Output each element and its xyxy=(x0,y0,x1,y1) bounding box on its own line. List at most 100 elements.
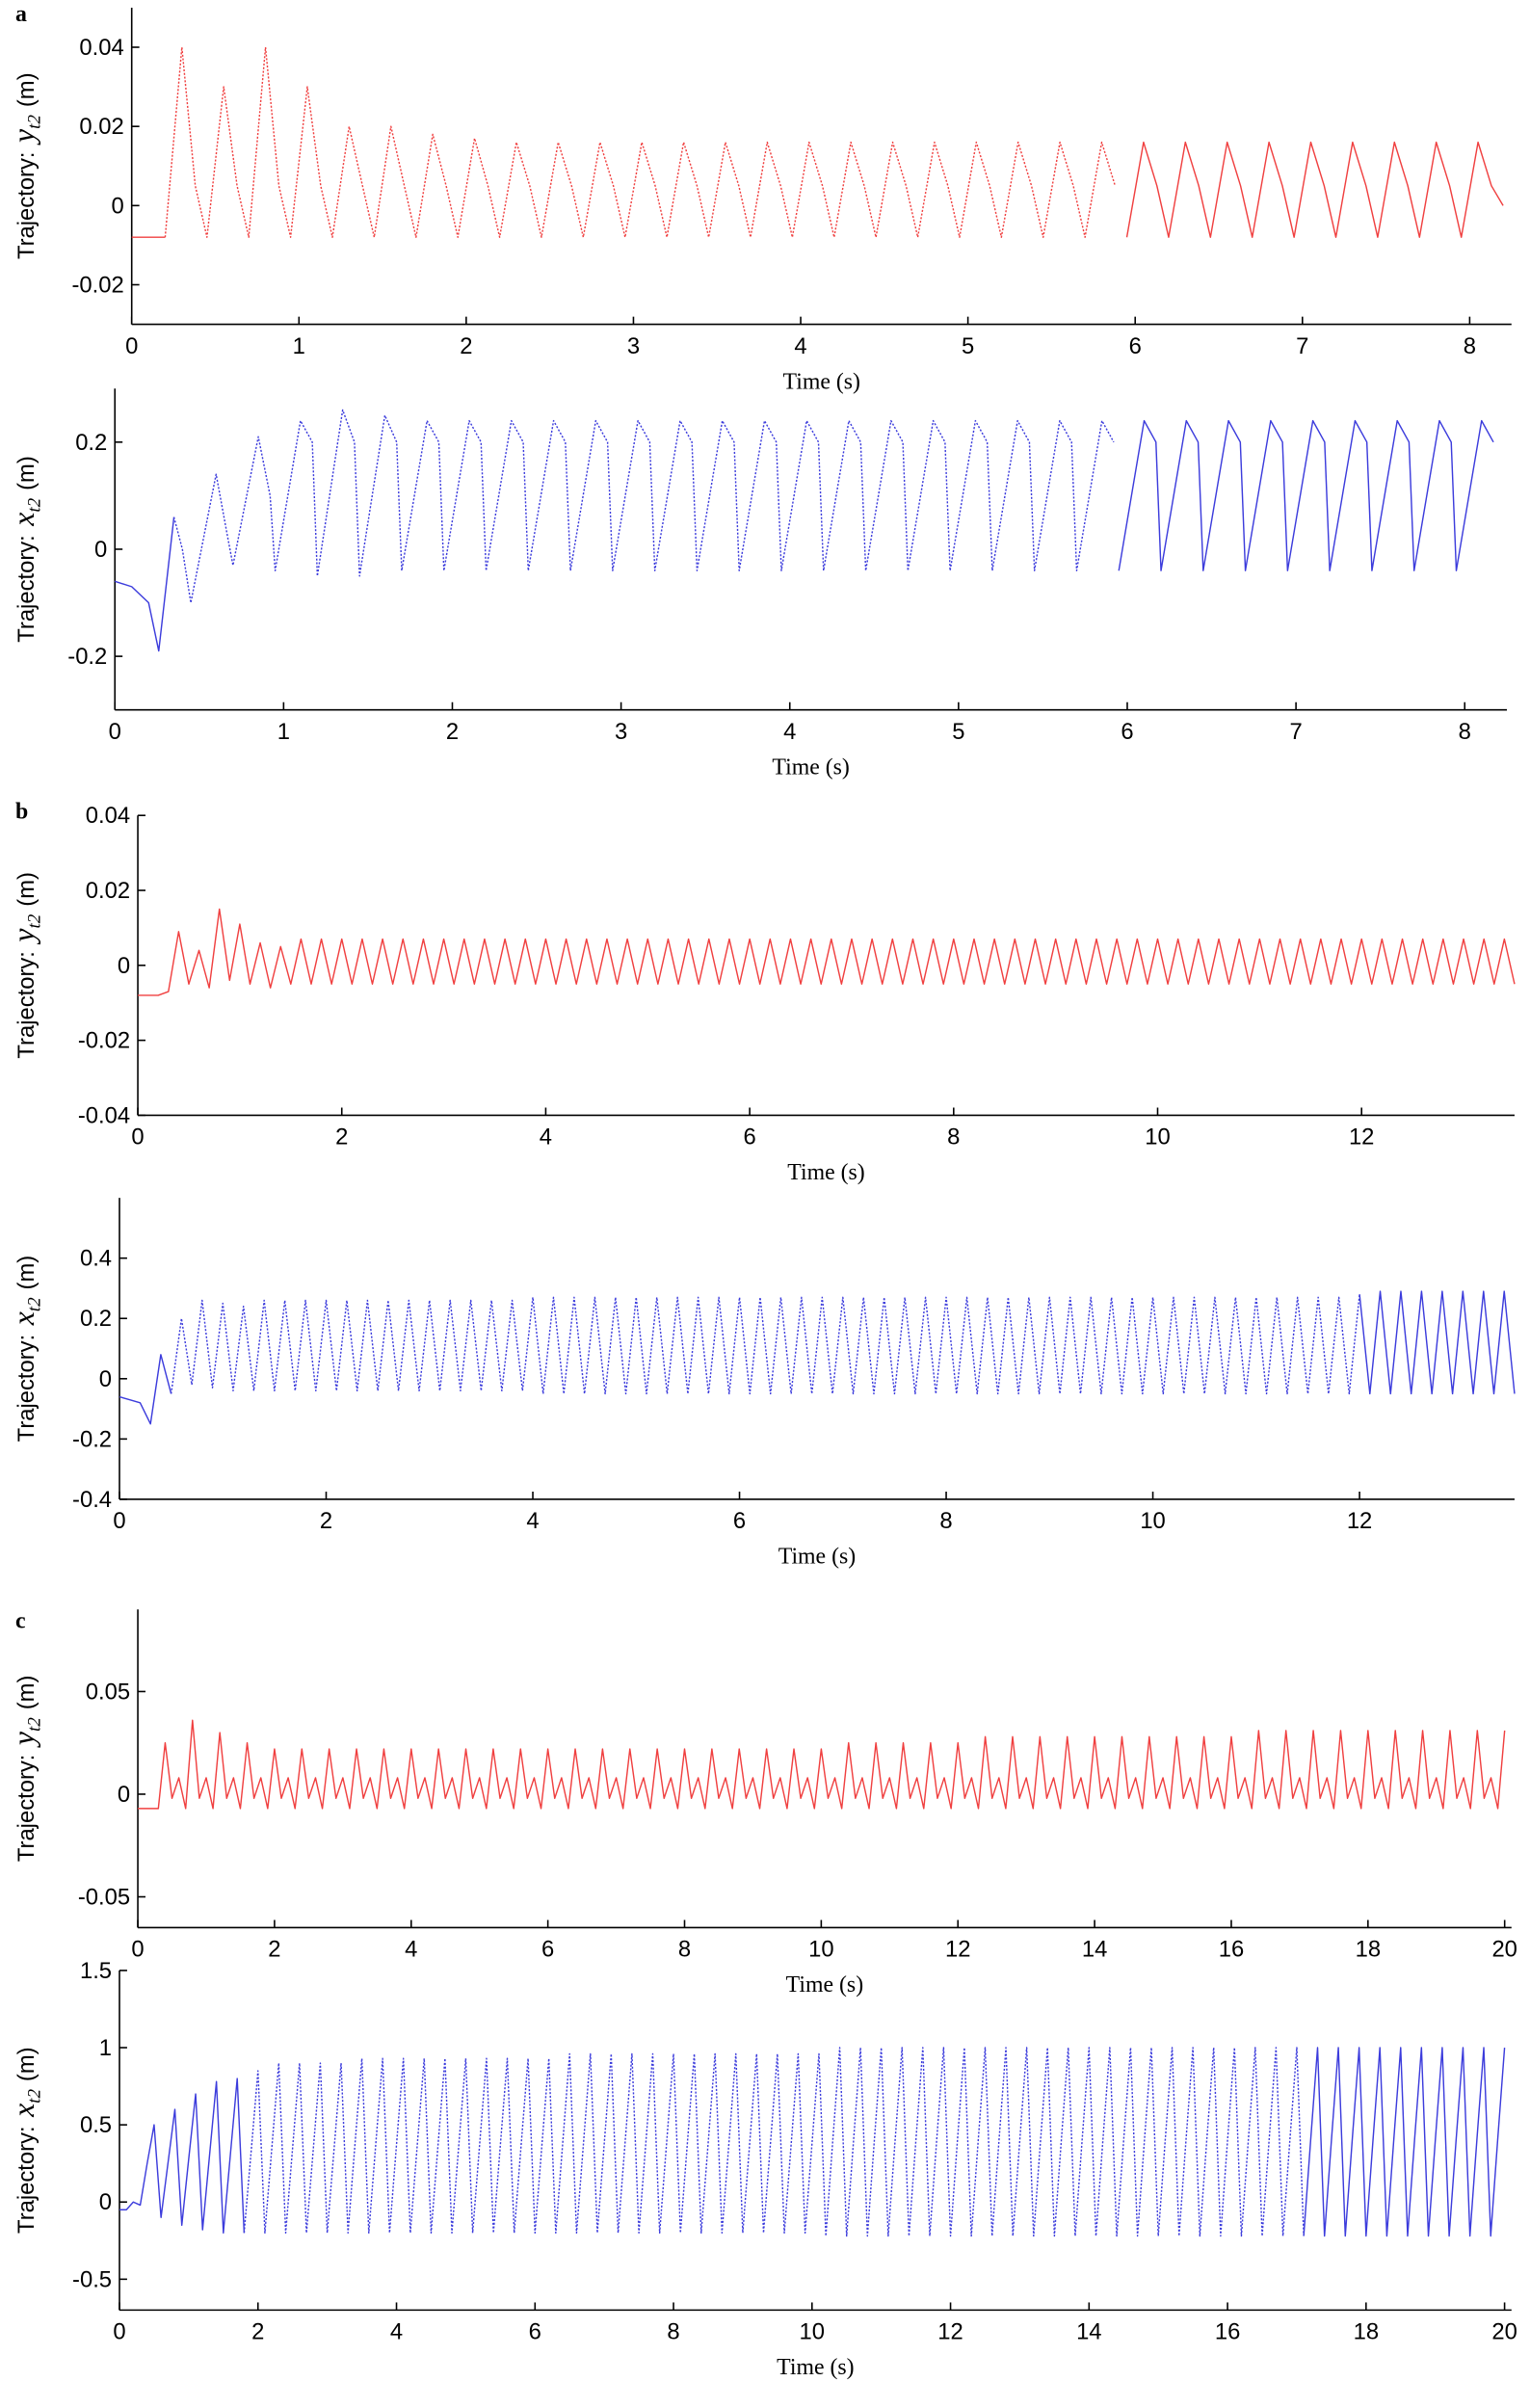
y-title-variable: y xyxy=(7,1731,40,1748)
x-tick-label: 14 xyxy=(1082,1937,1107,1963)
x-tick-label: 18 xyxy=(1354,2319,1379,2345)
x-tick-label: 3 xyxy=(627,333,640,359)
y-title-subscript: t2 xyxy=(24,1297,44,1311)
y-title-text: Trajectory: xyxy=(13,152,40,260)
y-tick-label: 0.5 xyxy=(80,2112,112,2138)
x-tick-label: 0 xyxy=(113,2319,125,2345)
y-title-unit: (m) xyxy=(13,456,40,490)
x-tick-label: 0 xyxy=(131,1125,144,1151)
y-tick-label: -0.4 xyxy=(72,1487,112,1513)
y-tick-label: 1 xyxy=(99,2035,112,2061)
x-axis-title: Time (s) xyxy=(787,1160,864,1185)
x-tick-label: 2 xyxy=(268,1937,280,1963)
y-title-subscript: t2 xyxy=(24,2089,44,2104)
y-axis-title: Trajectory: yt2 (m) xyxy=(7,872,44,1059)
y-tick-label: -0.02 xyxy=(78,1028,130,1054)
trajectory-line xyxy=(164,46,1117,238)
panel: 0 2 4 6 8 10 12 -0.04 -0.02 0 0.02 0.04 Time (s) Traj… xyxy=(7,799,1516,1185)
y-title-subscript: t2 xyxy=(24,913,44,928)
y-axis-title: Trajectory: xt2 (m) xyxy=(7,2047,44,2234)
y-title-text: Trajectory: xyxy=(13,1335,40,1442)
x-tick-label: 8 xyxy=(678,1937,691,1963)
y-tick-label: 0.02 xyxy=(86,878,130,904)
x-tick-label: 8 xyxy=(667,2319,679,2345)
y-title-text: Trajectory: xyxy=(13,2126,40,2234)
y-title-subscript: t2 xyxy=(24,1717,44,1732)
x-tick-label: 6 xyxy=(1121,719,1133,745)
x-tick-label: 0 xyxy=(109,719,121,745)
trajectory-line xyxy=(1125,141,1504,238)
trajectory-line xyxy=(115,516,175,652)
x-tick-label: 7 xyxy=(1289,719,1302,745)
y-tick-label: 0.2 xyxy=(80,1306,112,1332)
panel-label: b xyxy=(15,799,28,824)
x-tick-label: 12 xyxy=(1349,1125,1374,1151)
x-axis-title: Time (s) xyxy=(778,1545,856,1570)
panel: 0 2 4 6 8 10 12 14 16 18 20 -0.05 0 0.05 Time (s) Traje… xyxy=(7,1608,1517,1998)
x-tick-label: 2 xyxy=(446,719,459,745)
x-tick-label: 4 xyxy=(783,719,796,745)
x-tick-label: 10 xyxy=(808,1937,833,1963)
x-tick-label: 12 xyxy=(1347,1508,1372,1534)
x-tick-label: 18 xyxy=(1356,1937,1381,1963)
y-title-text: Trajectory: xyxy=(13,1755,40,1863)
x-tick-label: 4 xyxy=(794,333,806,359)
y-tick-label: 0.02 xyxy=(79,114,123,140)
trajectory-line xyxy=(243,2047,1305,2237)
y-tick-label: -0.5 xyxy=(72,2266,112,2292)
y-axis-title: Trajectory: xt2 (m) xyxy=(7,456,44,643)
x-tick-label: 6 xyxy=(733,1508,746,1534)
y-tick-label: 0.04 xyxy=(79,35,123,61)
y-tick-label: -0.02 xyxy=(72,272,124,298)
x-tick-label: 4 xyxy=(405,1937,417,1963)
y-tick-label: 0 xyxy=(99,1366,112,1392)
trajectory-line xyxy=(1118,419,1494,571)
x-tick-label: 16 xyxy=(1215,2319,1240,2345)
y-tick-label: 1.5 xyxy=(80,1958,112,1984)
y-axis-title: Trajectory: yt2 (m) xyxy=(7,1676,44,1863)
panel: 0 2 4 6 8 10 12 -0.4 -0.2 0 0.2 0.4 Time (s) Trajecto… xyxy=(7,1198,1516,1570)
y-tick-label: -0.2 xyxy=(67,644,107,670)
y-axis-title: Trajectory: yt2 (m) xyxy=(7,72,44,259)
y-title-subscript: t2 xyxy=(24,497,44,512)
y-title-text: Trajectory: xyxy=(13,535,40,643)
y-title-variable: x xyxy=(7,1311,40,1326)
panel: 0 1 2 3 4 5 6 7 8 -0.2 0 0.2 Time (s) Trajectory: xt2 (… xyxy=(7,388,1508,780)
x-tick-label: 2 xyxy=(251,2319,264,2345)
trajectory-line xyxy=(170,1294,1360,1395)
y-title-unit: (m) xyxy=(13,2047,40,2081)
y-tick-label: 0 xyxy=(94,537,107,563)
panel: 0 2 4 6 8 10 12 14 16 18 20 -0.5 0 0.5 1 1.5 Time (s) Tra… xyxy=(7,1958,1517,2380)
y-title-subscript: t2 xyxy=(24,115,44,129)
x-tick-label: 5 xyxy=(962,333,974,359)
y-tick-label: 0.04 xyxy=(86,803,130,829)
x-tick-label: 0 xyxy=(131,1937,144,1963)
x-tick-label: 4 xyxy=(540,1125,552,1151)
x-tick-label: 3 xyxy=(615,719,627,745)
x-tick-label: 6 xyxy=(529,2319,541,2345)
trajectory-line xyxy=(1359,1290,1516,1395)
x-tick-label: 2 xyxy=(335,1125,348,1151)
x-tick-label: 10 xyxy=(800,2319,825,2345)
x-tick-label: 2 xyxy=(460,333,472,359)
y-title-variable: y xyxy=(7,128,40,146)
trajectory-line xyxy=(119,1354,172,1425)
x-axis-title: Time (s) xyxy=(786,1972,863,1998)
x-axis-title: Time (s) xyxy=(772,754,849,780)
y-tick-label: 0.05 xyxy=(86,1679,130,1705)
trajectory-line xyxy=(119,2077,246,2235)
y-title-variable: x xyxy=(7,2104,40,2118)
x-tick-label: 5 xyxy=(952,719,964,745)
panel: 0 1 2 3 4 5 6 7 8 -0.02 0 0.02 0.04 Time (s) Trajector… xyxy=(7,2,1512,394)
x-tick-label: 0 xyxy=(125,333,138,359)
x-axis-title: Time (s) xyxy=(783,369,860,394)
trajectory-line xyxy=(138,908,1516,996)
y-title-unit: (m) xyxy=(13,872,40,907)
y-title-unit: (m) xyxy=(13,72,40,107)
x-tick-label: 4 xyxy=(526,1508,539,1534)
trajectory-line xyxy=(1303,2047,1506,2237)
x-tick-label: 1 xyxy=(293,333,305,359)
y-title-unit: (m) xyxy=(13,1676,40,1710)
x-tick-label: 8 xyxy=(947,1125,960,1151)
y-tick-label: -0.2 xyxy=(72,1426,112,1452)
